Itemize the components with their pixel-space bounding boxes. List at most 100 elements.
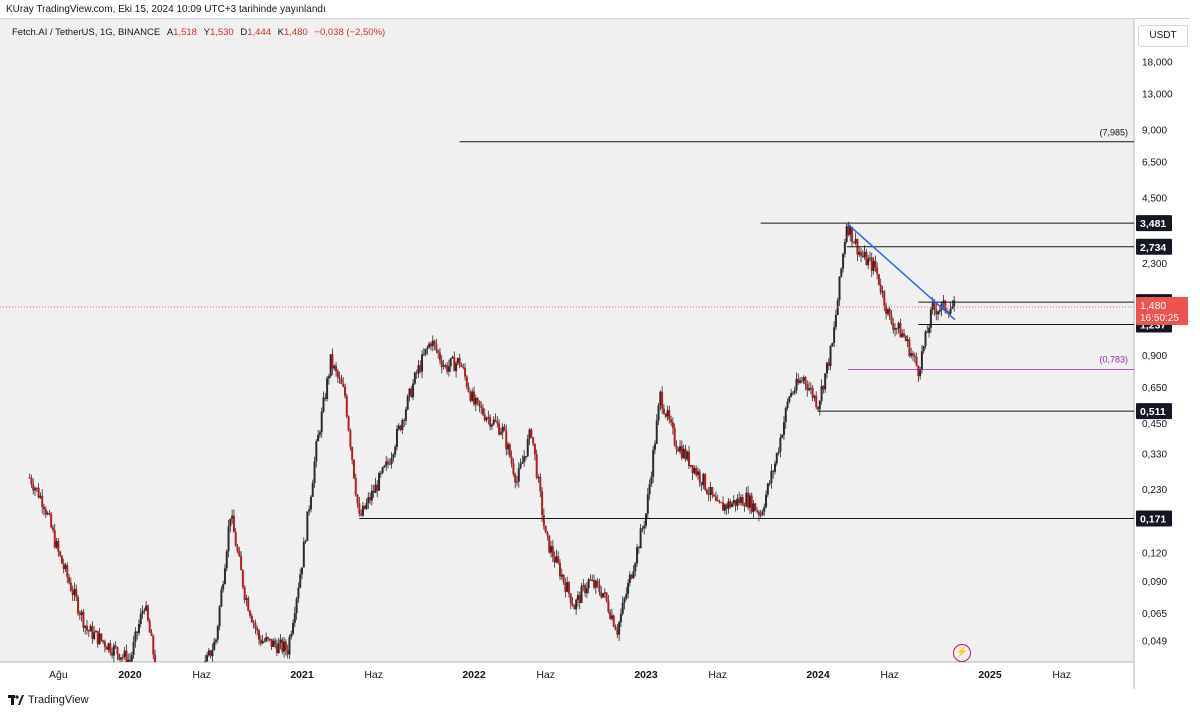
candle-up [405,410,407,421]
candle-up [288,637,290,655]
candle-up [507,444,509,449]
candle-up [414,373,416,384]
legend-symbol[interactable]: Fetch.AI / TetherUS, 1G, BINANCE [12,27,160,38]
lightning-icon[interactable]: ⚡ [953,644,971,662]
candle-down [152,636,154,655]
candle-down [744,506,746,507]
candle-up [523,456,525,462]
candle-down [663,409,665,414]
x-tick-label: 2022 [462,669,486,681]
candle-up [939,310,941,312]
candle-up [326,378,328,399]
candle-down [41,496,43,507]
candle-up [409,389,411,396]
candle-down [154,655,156,662]
x-tick-label: Haz [880,669,899,681]
candle-down [468,387,470,392]
candle-up [882,291,884,292]
candle-up [643,526,645,529]
candle-up [280,639,282,643]
candle-up [727,501,729,508]
candle-up [133,642,135,655]
candle-down [32,485,34,491]
candle-down [704,474,706,490]
candle-up [625,594,627,598]
candle-down [75,589,77,597]
candle-up [824,373,826,389]
candle-up [65,565,67,569]
candle-down [151,633,153,636]
candle-up [835,315,837,327]
candle-down [267,637,269,638]
y-tick-label: 4,500 [1142,193,1167,204]
candle-up [821,386,823,401]
candle-down [364,506,366,509]
candle-down [430,344,432,347]
level-price-tag-label: 0,511 [1140,406,1166,418]
chart-frame[interactable]: 18,000 13,000 9,000 6,500 4,500 2,300 0,900 0,6… [0,18,1190,689]
candle-down [572,603,574,605]
candle-down [847,226,849,235]
candle-up [645,514,647,526]
candle-down [353,460,355,478]
candle-up [521,462,523,464]
candle-down [389,464,391,465]
candle-up [763,507,765,512]
candle-up [925,332,927,346]
candle-up [56,541,58,547]
candle-up [781,435,783,437]
currency-unit-button[interactable]: USDT [1138,25,1188,47]
candle-up [208,650,210,655]
candle-up [683,449,685,458]
candle-down [514,474,516,482]
candle-up [314,461,316,483]
candle-down [358,503,360,513]
candle-up [581,586,583,603]
candle-up [826,362,828,373]
candle-up [907,339,909,341]
candle-up [296,599,298,614]
candle-down [38,488,40,498]
candle-down [512,463,514,474]
candle-down [400,426,402,430]
candle-up [90,626,92,631]
chart-canvas[interactable]: 18,000 13,000 9,000 6,500 4,500 2,300 0,900 0,6… [0,19,1190,689]
candle-up [652,450,654,477]
candle-up [561,575,563,577]
candle-up [36,488,38,489]
candle-down [116,647,118,654]
candle-down [115,645,117,647]
candle-down [564,582,566,592]
candle-down [82,612,84,628]
candle-down [489,417,491,427]
candle-down [699,471,701,482]
candle-up [312,483,314,497]
candle-up [538,477,540,478]
candle-up [217,626,219,639]
candle-up [855,239,857,243]
candle-down [876,268,878,275]
candle-up [833,327,835,343]
y-tick-label: 0,650 [1142,383,1167,394]
candle-up [844,242,846,254]
y-tick-label: 0,230 [1142,485,1167,496]
tradingview-logo[interactable]: TradingView [8,694,89,706]
candle-down [597,581,599,585]
candle-down [48,513,50,514]
candle-up [213,642,215,651]
candle-down [287,650,289,654]
candle-up [204,661,206,662]
candle-down [344,387,346,396]
candle-down [726,504,728,508]
candle-up [932,303,934,309]
candle-up [487,417,489,418]
candle-down [933,303,935,309]
candle-down [70,583,72,591]
candle-down [817,407,819,409]
candle-up [317,435,319,441]
candle-up [371,491,373,501]
candle-down [541,491,543,515]
candle-down [446,365,448,371]
candle-up [760,515,762,516]
candle-down [349,430,351,447]
